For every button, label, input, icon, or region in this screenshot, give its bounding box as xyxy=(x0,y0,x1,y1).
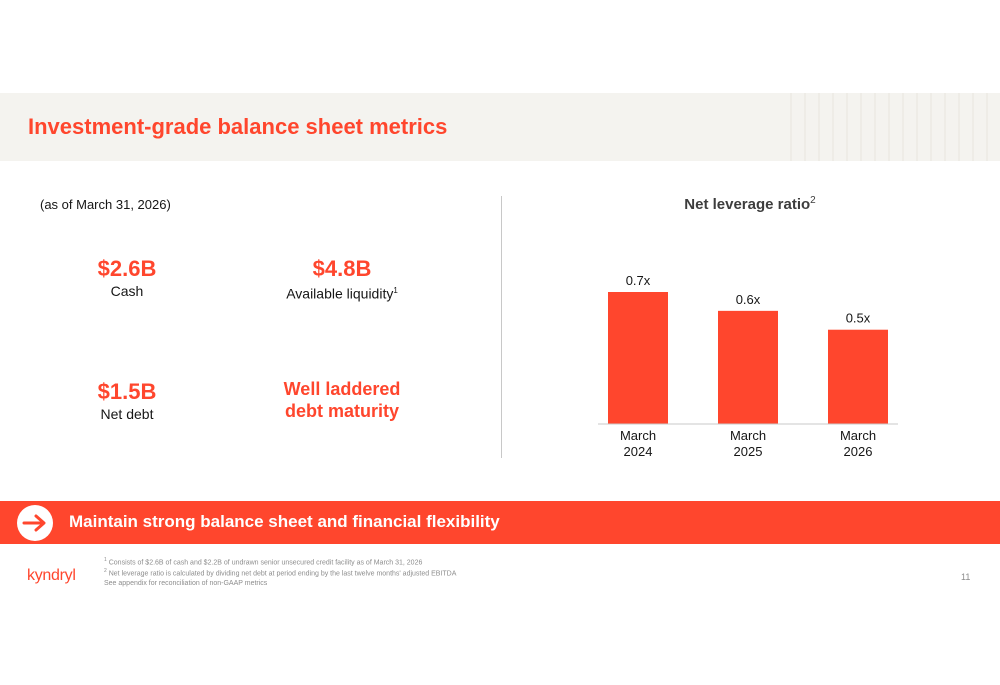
ladder-text-line2: debt maturity xyxy=(284,401,399,421)
chart-title-footnote-marker: 2 xyxy=(810,195,816,206)
footnote-2-text: Net leverage ratio is calculated by divi… xyxy=(108,570,457,578)
title-band: Investment-grade balance sheet metrics xyxy=(0,93,1000,161)
bar-march-2025 xyxy=(718,310,778,424)
x-tick-label: 2025 xyxy=(734,444,763,459)
footnote-1-marker: 1 xyxy=(104,557,107,563)
data-label: 0.6x xyxy=(736,292,761,307)
x-tick-label: March xyxy=(730,428,766,443)
x-tick-label: March xyxy=(620,428,656,443)
chart-title-text: Net leverage ratio xyxy=(684,196,811,213)
metric-available-liquidity: $4.8B Available liquidity1 xyxy=(262,256,422,303)
footnote-2: 2 Net leverage ratio is calculated by di… xyxy=(104,567,456,578)
bar-march-2026 xyxy=(828,329,888,424)
metric-debt-maturity: Well laddered debt maturity xyxy=(252,378,432,422)
vertical-divider xyxy=(501,196,502,458)
chart-title: Net leverage ratio2 xyxy=(600,195,900,213)
arrow-circle xyxy=(17,505,53,541)
data-label: 0.7x xyxy=(626,273,651,288)
x-tick-label: 2024 xyxy=(624,444,653,459)
metric-label-text: Available liquidity xyxy=(286,285,394,302)
arrow-right-icon xyxy=(22,514,46,532)
page-number: 11 xyxy=(961,572,971,582)
footnote-1-text: Consists of $2.6B of cash and $2.2B of u… xyxy=(108,559,423,567)
metric-value: $4.8B xyxy=(312,256,372,281)
metric-value: $1.5B xyxy=(97,379,157,404)
x-tick-label: March xyxy=(840,428,876,443)
bar-march-2024 xyxy=(608,292,668,424)
metric-cash: $2.6B Cash xyxy=(67,256,187,300)
footnotes: 1 Consists of $2.6B of cash and $2.2B of… xyxy=(104,556,456,588)
metric-label: Cash xyxy=(110,283,144,299)
footnote-2-marker: 2 xyxy=(104,568,107,575)
decorative-pattern xyxy=(790,93,1000,161)
metric-net-debt: $1.5B Net debt xyxy=(67,379,187,423)
footnote-1: 1 Consists of $2.6B of cash and $2.2B of… xyxy=(104,556,456,567)
data-label: 0.5x xyxy=(846,311,871,326)
metric-label: Net debt xyxy=(100,406,154,422)
ladder-text-line1: Well laddered xyxy=(283,379,401,399)
x-tick-label: 2026 xyxy=(844,444,873,459)
as-of-date: (as of March 31, 2026) xyxy=(40,197,171,212)
page-title: Investment-grade balance sheet metrics xyxy=(28,114,448,139)
footnote-marker: 1 xyxy=(393,286,398,295)
banner-text: Maintain strong balance sheet and financ… xyxy=(69,512,500,531)
footnote-3: See appendix for reconciliation of non-G… xyxy=(104,579,268,587)
key-message-banner: Maintain strong balance sheet and financ… xyxy=(0,501,1000,544)
metric-value: $2.6B xyxy=(97,256,157,281)
kyndryl-logo: kyndryl xyxy=(27,567,76,584)
metric-label: Available liquidity1 xyxy=(262,282,422,303)
